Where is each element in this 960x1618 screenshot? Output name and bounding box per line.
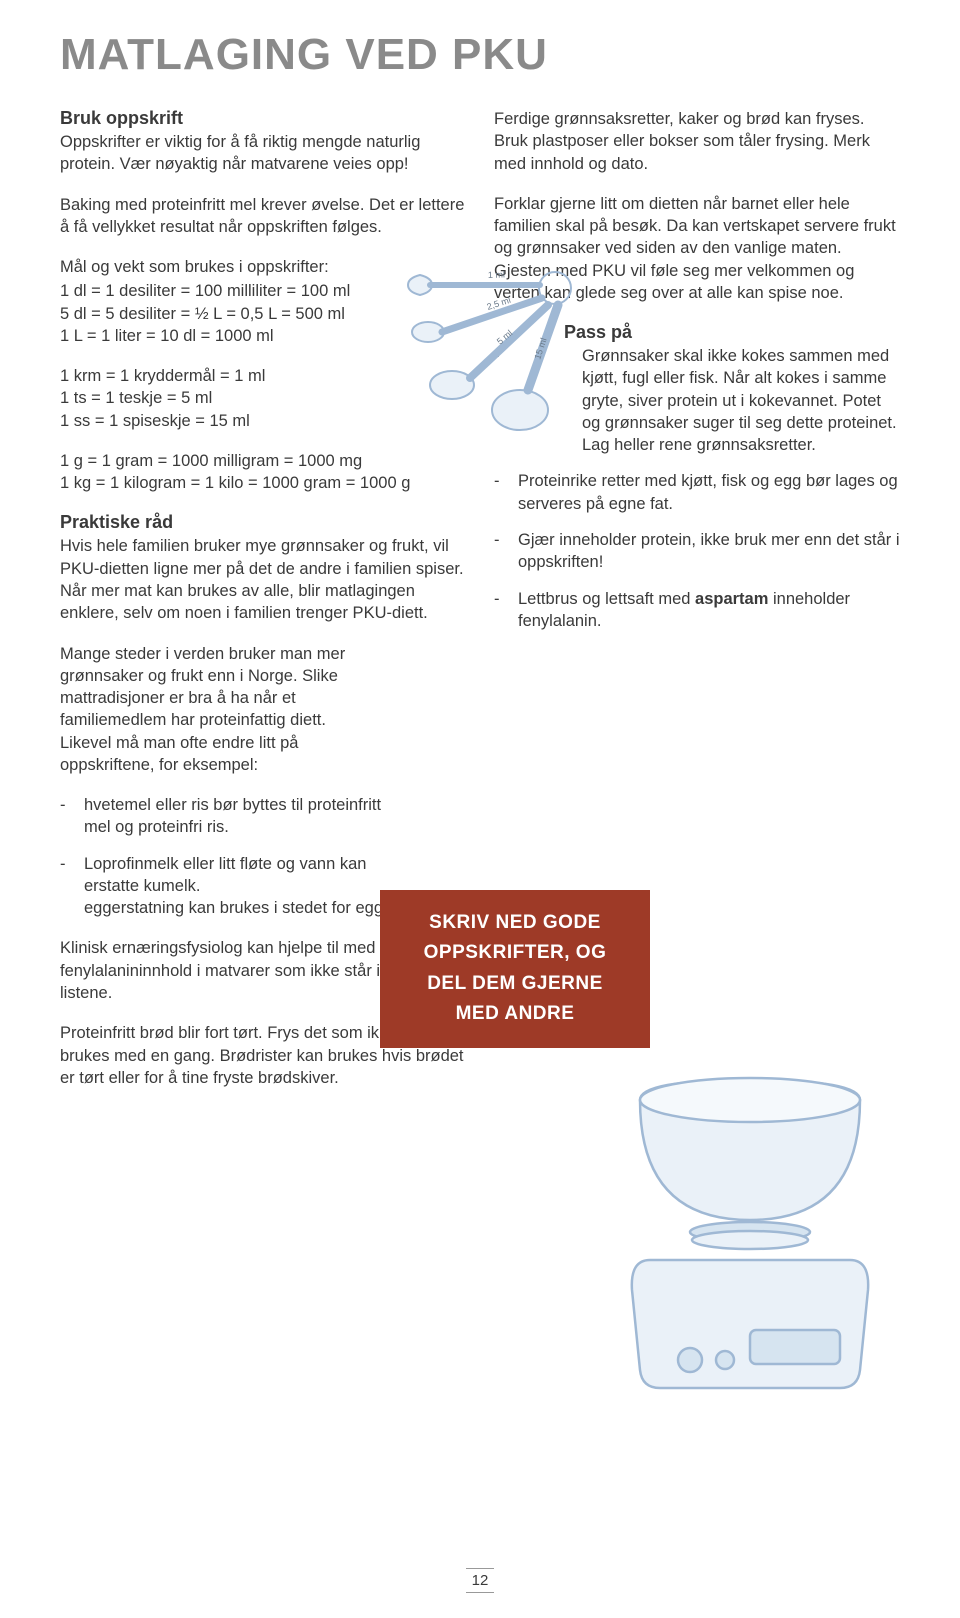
page-title: MATLAGING VED PKU [60, 30, 900, 80]
p-baking: Baking med proteinfritt mel krever øvels… [60, 194, 466, 239]
list-item: hvetemel eller ris bør byttes til protei… [60, 794, 390, 839]
p-freeze: Ferdige grønnsaksretter, kaker og brød k… [494, 108, 900, 175]
list-item: Gjær inneholder protein, ikke bruk mer e… [494, 529, 900, 574]
list-item-text: eggerstatning kan brukes i stedet for eg… [60, 897, 388, 919]
heading-practical: Praktiske råd [60, 512, 466, 533]
list-item: Proteinrike retter med kjøtt, fisk og eg… [494, 470, 900, 515]
list-item: Loprofinmelk eller litt fløte og vann ka… [60, 853, 390, 920]
kitchen-scale-icon [600, 1060, 900, 1400]
measure-7: 1 g = 1 gram = 1000 milligram = 1000 mg [60, 450, 466, 472]
page: MATLAGING VED PKU Bruk oppskrift Oppskri… [0, 0, 960, 1618]
list-item-text: Loprofinmelk eller litt fløte og vann ka… [84, 855, 366, 895]
spoon-label: 1 ml [488, 269, 505, 280]
bold-aspartam: aspartam [695, 590, 768, 608]
callout-line: DEL DEM GJERNE [400, 969, 630, 999]
p-practical-2: Mange steder i verden bruker man mer grø… [60, 643, 360, 777]
heading-recipe: Bruk oppskrift [60, 108, 466, 129]
measure-8: 1 kg = 1 kilogram = 1 kilo = 1000 gram =… [60, 472, 466, 494]
list-item: Lettbrus og lettsaft med aspartam inneho… [494, 588, 900, 633]
page-number: 12 [0, 1565, 960, 1596]
callout-line: MED ANDRE [400, 999, 630, 1029]
list-item-text: Lettbrus og lettsaft med [518, 590, 695, 608]
callout-line: OPPSKRIFTER, OG [400, 938, 630, 968]
callout-line: SKRIV NED GODE [400, 908, 630, 938]
measuring-spoons-icon: 1 ml 2,5 ml 5 ml 15 ml [400, 250, 600, 450]
substitution-list: hvetemel eller ris bør byttes til protei… [60, 794, 390, 919]
p-recipe: Oppskrifter er viktig for å få riktig me… [60, 131, 466, 176]
heading-watch: Pass på [564, 322, 900, 343]
p-practical-1: Hvis hele familien bruker mye grønnsaker… [60, 535, 466, 624]
callout-box: SKRIV NED GODE OPPSKRIFTER, OG DEL DEM G… [380, 890, 650, 1048]
